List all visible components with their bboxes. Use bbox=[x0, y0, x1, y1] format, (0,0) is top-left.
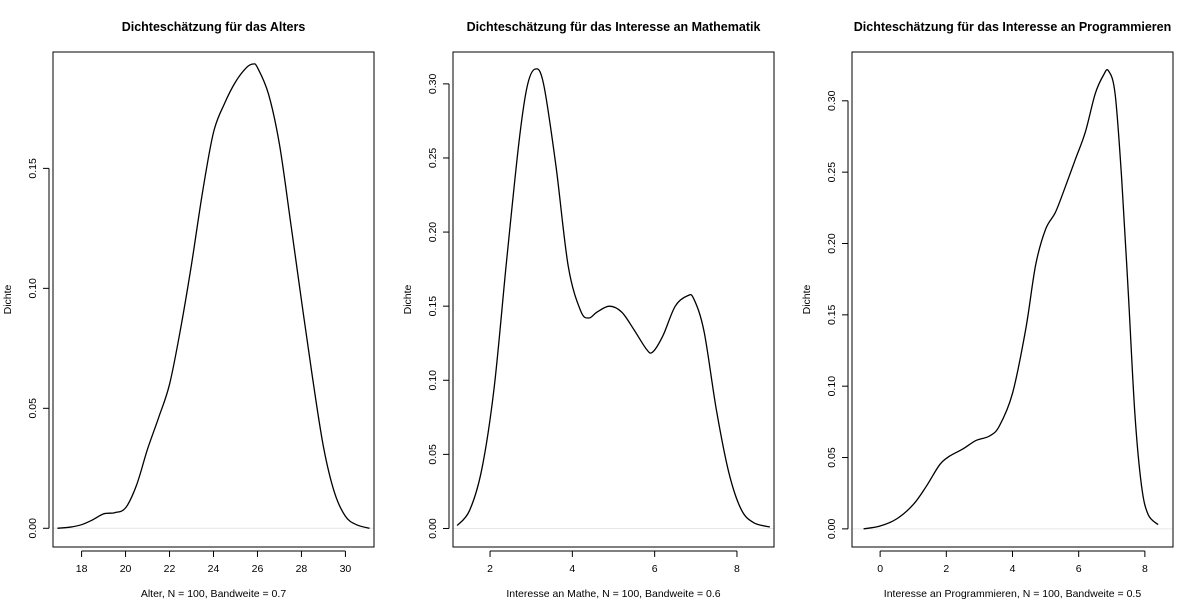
x-tick-label: 6 bbox=[1076, 563, 1082, 575]
y-tick-label: 0.10 bbox=[27, 278, 39, 299]
y-tick-label: 0.05 bbox=[826, 447, 838, 468]
y-axis-label: Dichte bbox=[801, 284, 813, 314]
chart-title: Dichteschätzung für das Interesse an Mat… bbox=[467, 20, 761, 34]
y-tick-label: 0.20 bbox=[826, 233, 838, 254]
density-panel-1: Dichteschätzung für das Alters 18 20 22 24 26… bbox=[2, 20, 375, 600]
x-axis: 2 4 6 8 bbox=[487, 550, 740, 575]
x-tick-label: 30 bbox=[340, 563, 352, 575]
y-tick-label: 0.00 bbox=[826, 519, 838, 540]
x-axis-label: Interesse an Programmieren, N = 100, Ban… bbox=[884, 588, 1142, 600]
y-tick-label: 0.25 bbox=[826, 162, 838, 183]
y-tick-label: 0.00 bbox=[427, 518, 439, 539]
x-tick-label: 18 bbox=[76, 563, 88, 575]
y-tick-label: 0.15 bbox=[826, 304, 838, 325]
y-tick-label: 0.10 bbox=[427, 370, 439, 391]
plot-frame bbox=[52, 51, 375, 548]
plot-frame bbox=[851, 51, 1174, 548]
x-tick-label: 2 bbox=[487, 563, 493, 575]
y-axis: 0.00 0.05 0.10 0.15 0.20 0.25 0.30 bbox=[427, 73, 450, 539]
x-axis: 0 2 4 6 8 bbox=[877, 550, 1148, 575]
y-axis: 0.00 0.05 0.10 0.15 0.20 0.25 0.30 bbox=[826, 90, 849, 540]
y-tick-label: 0.30 bbox=[427, 73, 439, 94]
x-tick-label: 20 bbox=[120, 563, 132, 575]
y-axis-label: Dichte bbox=[402, 284, 414, 314]
x-tick-label: 22 bbox=[164, 563, 176, 575]
y-tick-label: 0.10 bbox=[826, 376, 838, 397]
y-tick-label: 0.15 bbox=[427, 296, 439, 317]
y-tick-label: 0.15 bbox=[27, 158, 39, 179]
x-tick-label: 4 bbox=[1010, 563, 1016, 575]
plot-frame bbox=[452, 51, 775, 548]
density-curve bbox=[57, 63, 370, 529]
y-tick-label: 0.00 bbox=[27, 518, 39, 539]
x-tick-label: 8 bbox=[1142, 563, 1148, 575]
density-panel-3: Dichteschätzung für das Interesse an Pro… bbox=[801, 20, 1174, 600]
x-tick-label: 28 bbox=[296, 563, 308, 575]
x-axis: 18 20 22 24 26 28 30 bbox=[76, 550, 352, 575]
density-panel-2: Dichteschätzung für das Interesse an Mat… bbox=[402, 20, 775, 600]
density-curve bbox=[456, 68, 771, 528]
x-axis-label: Alter, N = 100, Bandweite = 0.7 bbox=[141, 588, 287, 600]
x-tick-label: 26 bbox=[252, 563, 264, 575]
chart-title: Dichteschätzung für das Alters bbox=[122, 20, 306, 34]
chart-title: Dichteschätzung für das Interesse an Pro… bbox=[854, 20, 1171, 34]
x-axis-label: Interesse an Mathe, N = 100, Bandweite =… bbox=[506, 588, 720, 600]
y-tick-label: 0.05 bbox=[27, 398, 39, 419]
y-axis: 0.00 0.05 0.10 0.15 bbox=[27, 158, 50, 539]
y-axis-label: Dichte bbox=[2, 284, 14, 314]
y-tick-label: 0.25 bbox=[427, 148, 439, 169]
y-tick-label: 0.30 bbox=[826, 90, 838, 111]
x-tick-label: 2 bbox=[943, 563, 949, 575]
x-tick-label: 24 bbox=[208, 563, 220, 575]
x-tick-label: 8 bbox=[734, 563, 740, 575]
x-tick-label: 4 bbox=[569, 563, 575, 575]
density-curve bbox=[863, 69, 1159, 530]
y-tick-label: 0.05 bbox=[427, 444, 439, 465]
x-tick-label: 0 bbox=[877, 563, 883, 575]
x-tick-label: 6 bbox=[652, 563, 658, 575]
y-tick-label: 0.20 bbox=[427, 222, 439, 243]
